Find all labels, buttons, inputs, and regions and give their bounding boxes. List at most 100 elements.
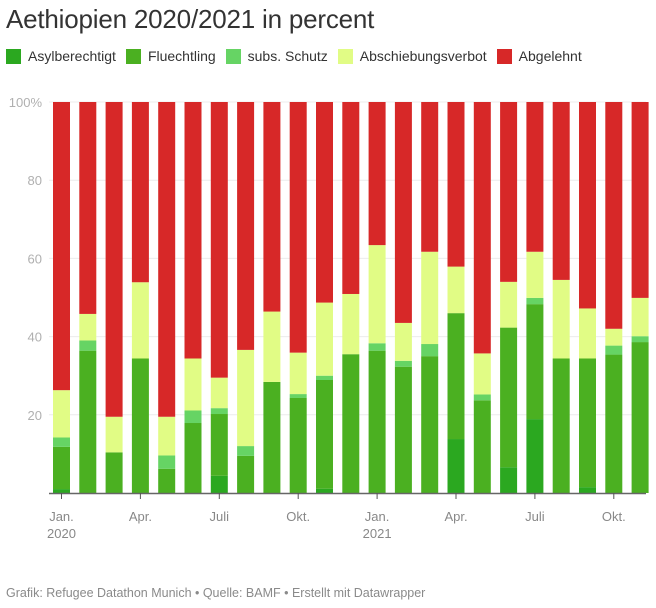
- legend-item-fluechtling: Fluechtling: [125, 48, 216, 64]
- bar-segment-abgelehnt: [447, 102, 465, 267]
- bar-segment-abschiebungsverbot: [210, 377, 228, 409]
- bar-segment-asylberechtigt: [316, 488, 333, 493]
- bar-segment-fluechtling: [131, 358, 149, 493]
- y-axis-ticks: 20 40 60 80 100%: [9, 95, 43, 423]
- legend-label: Abschiebungsverbot: [359, 48, 487, 64]
- bar-segment-fluechtling: [500, 327, 518, 468]
- bar-segment-abschiebungsverbot: [53, 390, 70, 438]
- bar-stack: [342, 102, 360, 493]
- bar-segment-abschiebungsverbot: [184, 358, 202, 411]
- bar-segment-fluechtling: [210, 414, 228, 476]
- bar-segment-subs-schutz: [210, 408, 228, 415]
- bar-segment-fluechtling: [289, 397, 307, 493]
- bar-segment-subs-schutz: [421, 344, 439, 357]
- bar-stack: [421, 102, 439, 493]
- bar-stack: [184, 102, 202, 493]
- bar-segment-abgelehnt: [53, 102, 70, 391]
- bar-stack: [263, 102, 281, 493]
- bar-stack: [316, 102, 333, 493]
- legend-swatch: [6, 48, 21, 64]
- bar-segment-abschiebungsverbot: [263, 311, 281, 382]
- bar-segment-fluechtling: [421, 356, 439, 493]
- footer-credits: Grafik: Refugee Datathon Munich • Quelle…: [6, 586, 426, 600]
- bar-segment-abgelehnt: [394, 102, 412, 323]
- bar-segment-subs-schutz: [237, 446, 255, 456]
- bar-segment-abschiebungsverbot: [500, 281, 518, 328]
- y-tick-label: 60: [28, 251, 42, 266]
- legend-swatch: [125, 48, 141, 64]
- bar-segment-fluechtling: [53, 446, 70, 490]
- bar-segment-abschiebungsverbot: [131, 282, 149, 359]
- legend-item-abschiebungsverbot: Abschiebungsverbot: [337, 48, 487, 64]
- bar-segment-asylberechtigt: [579, 487, 596, 493]
- bar-segment-abgelehnt: [263, 102, 281, 312]
- bar-segment-abgelehnt: [289, 102, 307, 353]
- legend-label: Fluechtling: [147, 48, 216, 64]
- bar-stack: [605, 102, 623, 493]
- bars: [53, 102, 649, 493]
- bar-segment-subs-schutz: [605, 345, 623, 355]
- legend-swatch: [337, 48, 353, 64]
- bar-segment-fluechtling: [394, 366, 412, 493]
- x-tick-label: Okt.: [602, 509, 626, 524]
- bar-segment-abgelehnt: [105, 102, 123, 417]
- bar-segment-abschiebungsverbot: [473, 353, 491, 395]
- bar-segment-abschiebungsverbot: [579, 308, 596, 359]
- bar-segment-abgelehnt: [631, 102, 649, 298]
- bar-segment-abgelehnt: [158, 102, 176, 417]
- bar-segment-asylberechtigt: [53, 489, 70, 493]
- bar-segment-subs-schutz: [631, 336, 649, 343]
- bar-segment-fluechtling: [473, 400, 491, 493]
- x-tick-label: Jan.: [365, 509, 390, 524]
- bar-segment-abgelehnt: [316, 102, 333, 303]
- bar-segment-subs-schutz: [79, 340, 97, 351]
- bar-segment-fluechtling: [579, 358, 596, 488]
- bar-stack: [105, 102, 123, 493]
- bar-stack: [631, 102, 649, 493]
- bar-segment-fluechtling: [158, 468, 176, 493]
- x-tick-label: Juli: [525, 509, 545, 524]
- bar-segment-fluechtling: [631, 342, 649, 493]
- bar-segment-asylberechtigt: [500, 467, 518, 493]
- x-tick-label: Apr.: [129, 509, 152, 524]
- legend-label: Abgelehnt: [518, 48, 582, 64]
- legend-swatch: [225, 48, 241, 64]
- legend-item-abgelehnt: Abgelehnt: [496, 48, 582, 64]
- legend-label: Asylberechtigt: [28, 48, 116, 64]
- bar-segment-fluechtling: [552, 358, 570, 493]
- bar-segment-abschiebungsverbot: [605, 328, 623, 346]
- bar-stack: [53, 102, 70, 493]
- y-tick-label: 80: [28, 173, 42, 188]
- y-tick-label: 100%: [9, 95, 43, 110]
- bar-segment-subs-schutz: [158, 455, 176, 469]
- bar-segment-abschiebungsverbot: [368, 245, 386, 344]
- bar-segment-abschiebungsverbot: [421, 251, 439, 345]
- bar-segment-abschiebungsverbot: [631, 297, 649, 337]
- bar-segment-abgelehnt: [131, 102, 149, 283]
- bar-stack: [210, 102, 228, 493]
- bar-segment-abgelehnt: [184, 102, 202, 359]
- bar-stack: [289, 102, 307, 493]
- bar-segment-fluechtling: [184, 423, 202, 493]
- bar-segment-fluechtling: [368, 350, 386, 493]
- bar-segment-fluechtling: [342, 354, 360, 493]
- bar-segment-fluechtling: [79, 350, 97, 493]
- bar-segment-abgelehnt: [210, 102, 228, 378]
- bar-segment-subs-schutz: [53, 437, 70, 447]
- legend-label: subs. Schutz: [247, 48, 328, 64]
- bar-segment-abschiebungsverbot: [552, 279, 570, 359]
- bar-segment-abschiebungsverbot: [342, 293, 360, 355]
- bar-segment-abschiebungsverbot: [105, 416, 123, 453]
- bar-segment-fluechtling: [526, 304, 544, 420]
- legend-swatch: [496, 48, 512, 64]
- bar-segment-subs-schutz: [316, 375, 333, 381]
- x-tick-label: Apr.: [444, 509, 467, 524]
- x-tick-label: Jan.: [49, 509, 74, 524]
- y-tick-label: 20: [28, 408, 42, 423]
- bar-segment-asylberechtigt: [447, 439, 465, 493]
- x-tick-label: Juli: [210, 509, 230, 524]
- legend-item-asylberechtigt: Asylberechtigt: [6, 48, 116, 64]
- bar-segment-fluechtling: [605, 354, 623, 493]
- bar-segment-fluechtling: [316, 380, 333, 489]
